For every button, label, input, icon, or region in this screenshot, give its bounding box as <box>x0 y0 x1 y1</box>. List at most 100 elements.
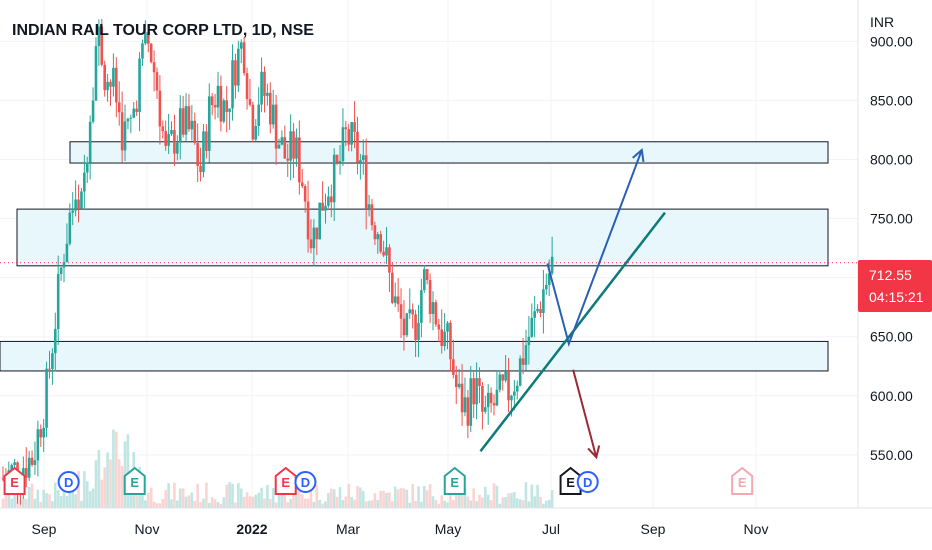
volume-bar <box>251 496 255 508</box>
candle-body <box>359 160 362 163</box>
volume-bar <box>24 498 28 508</box>
event-marker-letter: E <box>738 475 747 490</box>
volume-bar <box>466 496 470 508</box>
volume-bar <box>141 494 144 508</box>
candle-body <box>483 407 487 412</box>
candle-body <box>210 96 214 105</box>
volume-bar <box>245 492 249 508</box>
candle-body <box>492 403 496 406</box>
candle-body <box>109 81 112 87</box>
volume-bar <box>94 460 98 508</box>
volume-bar <box>289 498 292 508</box>
volume-bar <box>542 503 545 508</box>
volume-bar <box>440 495 444 508</box>
candle-body <box>422 269 426 291</box>
x-tick-label: 2022 <box>236 521 267 537</box>
candlesticks <box>1 18 554 505</box>
volume-bar <box>77 471 80 508</box>
candle-body <box>376 234 380 240</box>
earnings-marker <box>731 466 754 495</box>
candle-body <box>414 314 417 340</box>
volume-bar <box>457 487 461 508</box>
projection-arrow <box>572 369 598 458</box>
candle-body <box>312 227 316 249</box>
candle-body <box>277 144 281 149</box>
candle-body <box>382 251 385 256</box>
volume-bar <box>376 500 380 508</box>
volume-bar <box>65 496 69 508</box>
candle-body <box>167 134 170 146</box>
candle-body <box>431 302 435 314</box>
volume-bar <box>117 459 121 508</box>
volume-bar <box>510 493 513 508</box>
candle-body <box>251 104 255 140</box>
candle-body <box>68 212 72 244</box>
volume-bar <box>193 500 197 508</box>
candle-body <box>254 126 258 140</box>
volume-bar <box>207 502 211 508</box>
bar-countdown: 04:15:21 <box>869 289 924 305</box>
volume-bar <box>391 501 394 508</box>
volume-bar <box>437 503 441 508</box>
candle-body <box>303 186 307 202</box>
volume-bar <box>489 500 493 508</box>
time-axis[interactable]: Sep Nov 2022 Mar May Jul Sep Nov <box>32 521 769 537</box>
volume-bar <box>341 500 345 508</box>
x-tick-label: May <box>435 521 461 537</box>
candle-body <box>460 383 464 413</box>
candle-body <box>344 127 348 130</box>
y-tick-label: 900.00 <box>870 33 913 49</box>
candle-body <box>266 92 269 96</box>
candle-body <box>10 465 14 471</box>
candle-body <box>83 172 86 192</box>
volume-bar <box>347 483 351 508</box>
volume-bar <box>164 490 168 508</box>
candle-body <box>402 318 406 336</box>
volume-bar <box>45 493 48 508</box>
candle-body <box>164 131 168 146</box>
volume-bar <box>306 498 310 508</box>
volume-bar <box>469 500 473 508</box>
volume-bar <box>460 482 464 508</box>
volume-bar <box>231 483 234 508</box>
volume-bar <box>48 494 51 508</box>
candle-body <box>161 126 165 132</box>
candle-body <box>45 368 48 428</box>
volume-bar <box>277 494 281 508</box>
candle-body <box>231 60 234 109</box>
candle-body <box>300 182 304 187</box>
volume-bar <box>237 483 240 508</box>
volume-bar <box>486 494 490 508</box>
event-marker-letter: E <box>566 475 575 490</box>
volume-bar <box>181 488 185 508</box>
candle-body <box>184 106 188 135</box>
volume-bar <box>266 484 269 508</box>
candle-body <box>364 155 368 209</box>
volume-bar <box>335 496 339 508</box>
volume-bar <box>292 488 295 508</box>
volume-bar <box>411 483 414 508</box>
candle-body <box>437 324 441 330</box>
volume-bar <box>115 431 118 508</box>
volume-bar <box>36 489 40 508</box>
candle-body <box>550 256 554 274</box>
last-price-badge <box>858 260 932 312</box>
event-marker: D <box>57 471 80 493</box>
volume-bar <box>106 452 109 508</box>
volume-bar <box>539 496 542 508</box>
volume-bar <box>254 494 258 508</box>
volume-bar <box>454 487 458 508</box>
volume-bar <box>356 486 359 508</box>
volume-bar <box>475 501 478 508</box>
candle-body <box>510 395 513 401</box>
candle-body <box>138 58 141 112</box>
volume-bar <box>129 488 133 508</box>
candle-body <box>405 313 409 336</box>
volume-bar <box>379 491 383 508</box>
price-zone <box>69 141 829 164</box>
candle-body <box>298 137 301 183</box>
candle-body <box>33 460 37 465</box>
volume-bar <box>39 502 43 508</box>
